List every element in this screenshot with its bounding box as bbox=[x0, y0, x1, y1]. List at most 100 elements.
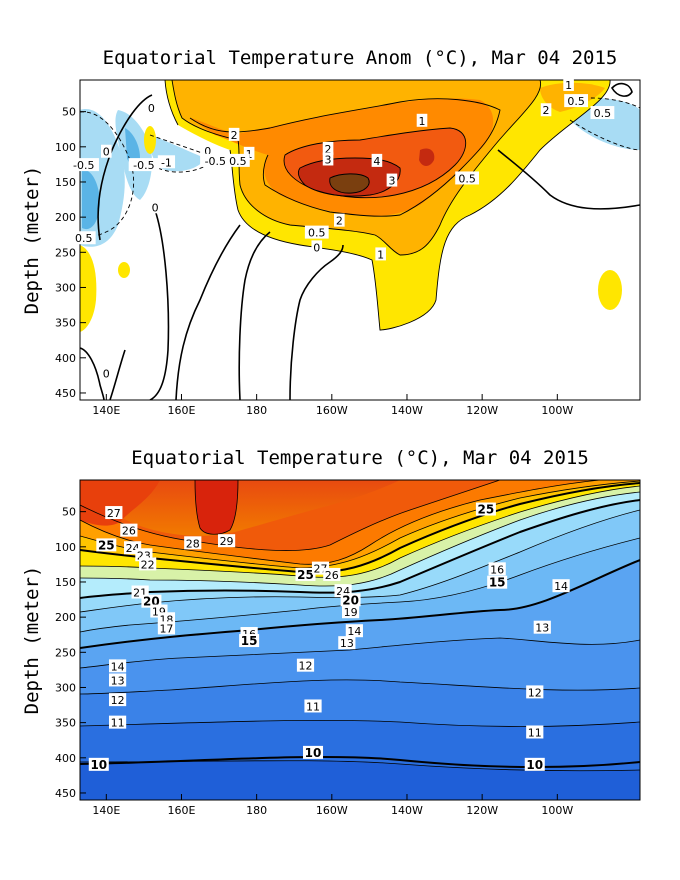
temperature-frame bbox=[79, 479, 641, 801]
temperature-title: Equatorial Temperature (°C), Mar 04 2015 bbox=[131, 447, 589, 469]
anomaly-ylabel: Depth (meter) bbox=[21, 166, 43, 315]
temperature-contour-label: 11 bbox=[306, 700, 320, 713]
anomaly-contour-label: -1 bbox=[161, 156, 172, 169]
anomaly-contour-label-bg bbox=[225, 153, 250, 167]
anomaly-warm-blob-2 bbox=[118, 262, 130, 278]
anomaly-contour-label: 0.5 bbox=[567, 95, 585, 108]
anomaly-contour-label: 0 bbox=[204, 145, 211, 158]
anomaly-contour-label: 1 bbox=[377, 248, 384, 261]
anomaly-zero-contour-6 bbox=[80, 347, 105, 400]
anomaly-contour-label-bg bbox=[322, 152, 334, 166]
temperature-y-tick-label: 200 bbox=[55, 611, 76, 624]
temperature-y-tick-label: 400 bbox=[55, 752, 76, 765]
anomaly-contour-label-bg bbox=[322, 141, 334, 155]
anomaly-contour-label-bg bbox=[455, 171, 480, 185]
anomaly-contour-label: -0.5 bbox=[205, 155, 226, 168]
anomaly-y-tick-label: 300 bbox=[55, 281, 76, 294]
anomaly-y-tick-label: 350 bbox=[55, 317, 76, 330]
temperature-contour-label-bg bbox=[139, 557, 157, 571]
anomaly-contour-label: 0 bbox=[313, 241, 320, 254]
anomaly-contour-label: 3 bbox=[325, 153, 332, 166]
temperature-contour-label: 29 bbox=[220, 535, 234, 548]
anomaly-zero-contour-1 bbox=[97, 94, 241, 400]
temperature-contour-label: 14 bbox=[554, 580, 568, 593]
anomaly-y-tick-label: 150 bbox=[55, 176, 76, 189]
anomaly-east-contour bbox=[610, 82, 633, 97]
anomaly-contour-label-bg bbox=[157, 155, 176, 169]
temperature-contour-label-bg bbox=[157, 621, 176, 635]
anomaly-contour-label-bg bbox=[200, 153, 231, 167]
temperature-contour-label: 25 bbox=[478, 503, 495, 517]
temperature-contour-label-bg bbox=[120, 523, 138, 537]
temperature-contour-labels: 2726252423222829212019181725272624201916… bbox=[88, 502, 570, 772]
temperature-contour-label: 13 bbox=[340, 637, 354, 650]
temperature-contour-label-bg bbox=[105, 506, 123, 520]
anomaly-contour-label: 1 bbox=[419, 115, 426, 128]
anomaly-contour-label: 0 bbox=[148, 102, 155, 115]
anomaly-contour-label: 2 bbox=[231, 129, 238, 142]
anomaly-y-tick-label: 50 bbox=[62, 106, 76, 119]
anomaly-contour-label-bg bbox=[228, 127, 240, 141]
anomaly-warm-blob-3 bbox=[80, 245, 97, 332]
anomaly-panel: Equatorial Temperature Anom (°C), Mar 04… bbox=[21, 47, 641, 417]
anomaly-contour-label-bg bbox=[371, 153, 383, 167]
temperature-contour-label-bg bbox=[524, 757, 545, 771]
anomaly-contour-label: -0.5 bbox=[73, 159, 94, 172]
temperature-contour-label-bg bbox=[296, 658, 315, 672]
anomaly-contour-label-bg bbox=[564, 94, 589, 108]
temperature-contour-label: 26 bbox=[122, 525, 136, 538]
temperature-contour-label-bg bbox=[475, 502, 496, 516]
temperature-y-tick-label: 50 bbox=[62, 506, 76, 519]
temperature-x-tick-label: 100W bbox=[541, 804, 573, 817]
temperature-panel: Equatorial Temperature (°C), Mar 04 2015… bbox=[21, 447, 641, 817]
temperature-contour-label: 14 bbox=[111, 660, 125, 673]
anomaly-contour-label-bg bbox=[243, 146, 255, 160]
temperature-contour-label-bg bbox=[345, 624, 363, 638]
temperature-contour-label-bg bbox=[487, 575, 508, 589]
anomaly-contour-label-bg bbox=[416, 113, 428, 127]
anomaly-contour-label-bg bbox=[334, 213, 345, 227]
anomaly-x-tick-label: 140W bbox=[391, 404, 423, 417]
temperature-x-tick-label: 140E bbox=[92, 804, 120, 817]
anomaly-contour-label-bg bbox=[386, 173, 398, 187]
anomaly-contour-label-bg bbox=[101, 144, 112, 158]
temperature-contour-label-bg bbox=[184, 536, 202, 550]
temperature-y-tick-label: 150 bbox=[55, 576, 76, 589]
anomaly-contour-label-bg bbox=[311, 240, 323, 254]
temperature-contour-label-bg bbox=[303, 745, 324, 759]
temperature-contour-label: 10 bbox=[90, 758, 107, 772]
temperature-contour-label: 27 bbox=[107, 507, 121, 520]
anomaly-contour-label: 4 bbox=[373, 155, 380, 168]
temperature-contour-label: 12 bbox=[528, 686, 542, 699]
anomaly-contour-label: -0.5 bbox=[133, 159, 154, 172]
anomaly-x-tick-label: 120W bbox=[466, 404, 498, 417]
anomaly-contour-label: 0.5 bbox=[229, 155, 247, 168]
anomaly-title: Equatorial Temperature Anom (°C), Mar 04… bbox=[103, 47, 618, 69]
anomaly-x-tick-label: 140E bbox=[92, 404, 120, 417]
temperature-x-tick-label: 140W bbox=[391, 804, 423, 817]
anomaly-contour-label-bg bbox=[590, 106, 615, 120]
anomaly-y-tick-label: 200 bbox=[55, 211, 76, 224]
anomaly-contour-label: 2 bbox=[336, 215, 343, 228]
temperature-contour-label: 14 bbox=[347, 625, 361, 638]
temperature-contour-label-bg bbox=[108, 659, 127, 673]
anomaly-zero-contour-2 bbox=[149, 209, 170, 400]
temperature-contour-label: 11 bbox=[111, 717, 125, 730]
temperature-contour-label: 25 bbox=[297, 568, 314, 582]
anomaly-contour-5-line bbox=[329, 173, 370, 194]
anomaly-contour-label: 0.5 bbox=[75, 232, 93, 245]
anomaly-x-tick-label: 160W bbox=[316, 404, 348, 417]
temperature-contour-label-bg bbox=[108, 715, 127, 729]
temperature-contour-label-bg bbox=[88, 757, 109, 771]
anomaly-y-tick-label: 250 bbox=[55, 246, 76, 259]
temperature-contour-label-bg bbox=[533, 620, 551, 634]
temperature-contour-label: 22 bbox=[141, 558, 155, 571]
temperature-contour-label-bg bbox=[342, 605, 360, 619]
temperature-contour-label: 26 bbox=[325, 569, 339, 582]
temperature-contour-label-bg bbox=[526, 725, 544, 739]
anomaly-contour-label: 3 bbox=[388, 175, 395, 188]
anomaly-contour-label-bg bbox=[149, 200, 161, 214]
temperature-contour-label-bg bbox=[239, 634, 260, 648]
temperature-contour-label: 13 bbox=[111, 674, 125, 687]
